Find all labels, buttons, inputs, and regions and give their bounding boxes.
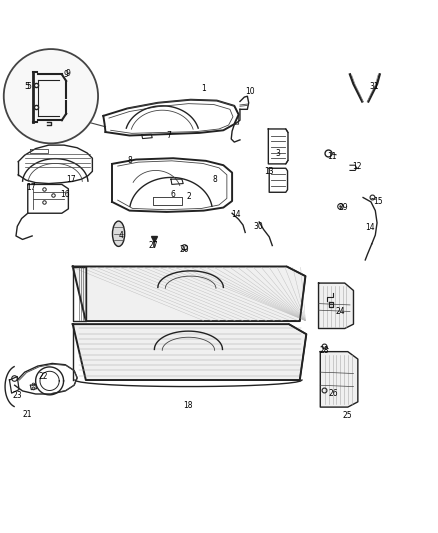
Text: 14: 14 [232,211,241,220]
Text: 8: 8 [127,156,132,165]
Text: 29: 29 [339,203,348,212]
Polygon shape [73,324,306,380]
Text: 9: 9 [66,69,71,78]
Text: 5: 5 [27,82,32,91]
Text: 11: 11 [327,152,336,161]
Text: 6: 6 [171,190,176,199]
Text: 26: 26 [328,389,338,398]
Text: 17: 17 [26,183,36,192]
Text: 1: 1 [201,84,206,93]
Polygon shape [320,352,358,407]
Text: 24: 24 [336,306,345,316]
Text: 20: 20 [179,245,189,254]
Text: 25: 25 [343,411,353,421]
Text: 18: 18 [184,401,193,410]
Text: 13: 13 [265,167,274,176]
Ellipse shape [113,221,125,246]
Text: 27: 27 [148,241,158,250]
Text: 22: 22 [39,372,48,381]
Text: 8: 8 [212,175,217,184]
Text: 23: 23 [12,391,22,400]
Text: 10: 10 [245,87,254,96]
Text: 12: 12 [352,163,361,172]
Text: 3: 3 [276,149,280,158]
Text: 30: 30 [254,222,263,231]
Circle shape [4,49,98,143]
Text: 31: 31 [369,82,379,91]
Text: 2: 2 [186,192,191,201]
Text: 21: 21 [22,409,32,418]
Text: 17: 17 [66,175,75,184]
Text: 4: 4 [118,231,123,240]
Text: 14: 14 [365,223,374,232]
Text: 5: 5 [25,82,29,91]
Polygon shape [73,266,305,321]
Text: 28: 28 [319,346,328,355]
Text: 16: 16 [60,190,70,199]
Text: 15: 15 [374,197,383,206]
Polygon shape [318,283,353,328]
Text: 9: 9 [64,70,69,79]
Text: 7: 7 [166,131,171,140]
